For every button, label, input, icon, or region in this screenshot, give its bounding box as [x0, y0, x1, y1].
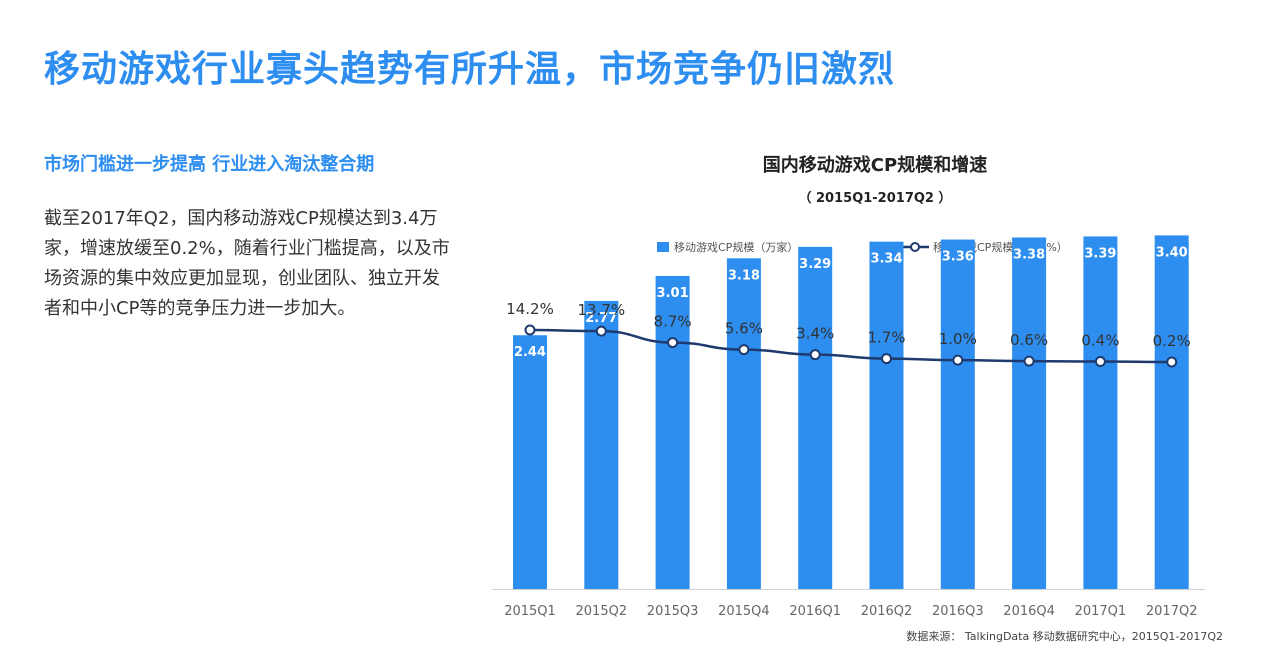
growth-rate-label: 1.0%	[939, 330, 977, 348]
x-tick-label: 2016Q4	[1003, 604, 1055, 619]
bar	[1154, 235, 1189, 589]
growth-rate-point	[524, 324, 536, 336]
chart-container: 国内移动游戏CP规模和增速 （ 2015Q1-2017Q2 ） 移动游戏CP规模（万…	[470, 140, 1268, 669]
growth-rate-label: 8.7%	[654, 313, 692, 331]
bar-value-label: 3.18	[728, 268, 760, 283]
x-tick-label: 2015Q4	[718, 604, 770, 619]
bar-value-label: 3.29	[799, 257, 831, 272]
x-tick-label: 2016Q1	[789, 604, 841, 619]
chart-svg: 国内移动游戏CP规模和增速 （ 2015Q1-2017Q2 ） 移动游戏CP规模（万…	[492, 154, 1223, 643]
growth-rate-label: 0.2%	[1153, 332, 1191, 350]
bar	[869, 241, 904, 589]
bar	[1083, 236, 1118, 589]
growth-rate-label: 0.6%	[1010, 331, 1048, 349]
bar	[1012, 237, 1047, 589]
growth-rate-point	[1166, 356, 1178, 368]
x-tick-label: 2015Q2	[576, 604, 628, 619]
bar-value-label: 3.38	[1013, 247, 1045, 262]
growth-rate-point	[595, 325, 607, 337]
bar-value-label: 3.36	[942, 250, 974, 265]
growth-rate-point	[738, 344, 750, 356]
growth-rate-point	[1094, 356, 1106, 368]
source-note: 数据来源： TalkingData 移动数据研究中心，2015Q1-2017Q2	[906, 629, 1223, 643]
bar	[655, 275, 690, 589]
legend-bar-swatch	[657, 242, 669, 252]
legend-line-marker	[910, 242, 920, 252]
growth-rate-label: 5.6%	[725, 320, 763, 338]
bar-value-label: 3.39	[1084, 246, 1116, 261]
growth-rate-label: 1.7%	[867, 329, 905, 347]
section-subhead: 市场门槛进一步提高 行业进入淘汰整合期	[44, 154, 375, 175]
growth-rate-label: 13.7%	[577, 301, 625, 319]
growth-rate-label: 0.4%	[1081, 332, 1119, 350]
bar	[584, 300, 619, 589]
chart-title: 国内移动游戏CP规模和增速	[763, 154, 987, 176]
growth-rate-label: 3.4%	[796, 325, 834, 343]
growth-rate-label: 14.2%	[506, 300, 554, 318]
growth-rate-point	[1023, 355, 1035, 367]
page-title: 移动游戏行业寡头趋势有所升温，市场竞争仍旧激烈	[44, 49, 896, 90]
body-paragraph: 截至2017年Q2，国内移动游戏CP规模达到3.4万家，增速放缓至0.2%，随着…	[44, 208, 450, 319]
x-tick-label: 2015Q3	[647, 604, 699, 619]
growth-rate-line	[529, 328, 1172, 364]
x-tick-label: 2017Q1	[1075, 604, 1127, 619]
growth-rate-point	[881, 353, 892, 365]
chart-subtitle: （ 2015Q1-2017Q2 ）	[798, 190, 951, 206]
bar	[513, 335, 547, 589]
left-panel: 市场门槛进一步提高 行业进入淘汰整合期 截至2017年Q2，国内移动游戏CP规模…	[44, 150, 454, 324]
legend-bar-label: 移动游戏CP规模（万家）	[674, 240, 798, 254]
x-tick-label: 2017Q2	[1146, 604, 1198, 619]
growth-rate-point	[667, 337, 679, 349]
bar	[940, 239, 975, 589]
x-tick-label: 2015Q1	[504, 604, 556, 619]
bar-value-label: 3.01	[657, 286, 689, 301]
x-tick-label: 2016Q2	[861, 604, 913, 619]
bar	[798, 246, 833, 589]
bar-value-label: 3.40	[1156, 245, 1188, 260]
bar	[726, 258, 761, 589]
x-tick-label: 2016Q3	[932, 604, 984, 619]
bar-value-label: 2.44	[514, 345, 546, 360]
bar-value-label: 3.34	[870, 252, 902, 267]
growth-rate-point	[809, 349, 821, 361]
growth-rate-point	[952, 354, 964, 366]
bar-value-label: 2.77	[585, 311, 617, 326]
